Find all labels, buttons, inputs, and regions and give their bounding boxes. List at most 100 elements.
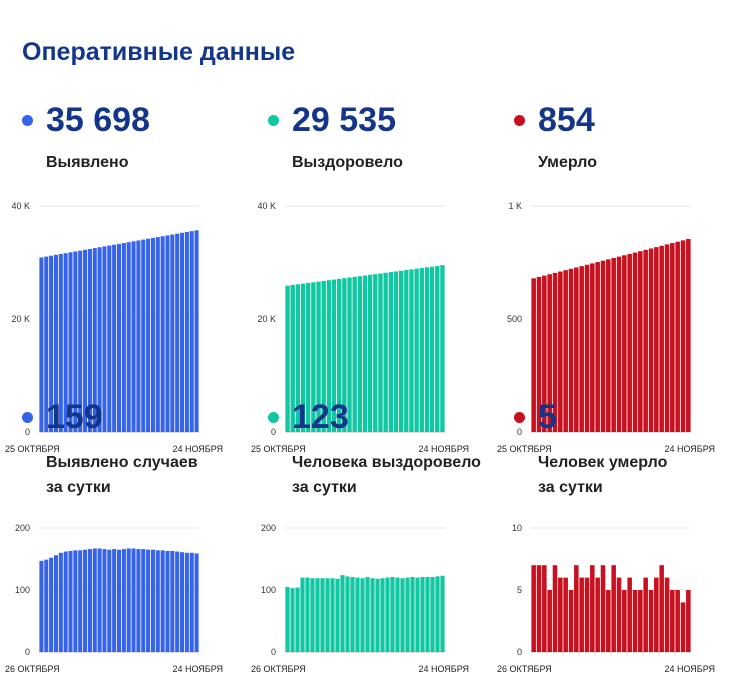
bar (126, 242, 131, 432)
bar (675, 590, 680, 652)
bar (435, 266, 440, 432)
detected-daily-value: 159 (46, 398, 103, 436)
bar (355, 577, 360, 652)
recovered-daily-label: Человека выздоровело за сутки (292, 454, 481, 496)
bar (49, 255, 54, 432)
bar (180, 552, 185, 652)
bar (44, 559, 49, 652)
bar (92, 548, 97, 652)
bar (107, 245, 112, 432)
bar (285, 586, 290, 652)
bar (116, 243, 122, 432)
bar (654, 577, 659, 652)
detected-daily-label: Выявлено случаев за сутки (46, 454, 198, 496)
y-tick-label: 100 (15, 585, 30, 595)
bar (547, 590, 552, 652)
recovered-daily-value: 123 (292, 398, 349, 436)
bar (590, 263, 595, 432)
x-end-label: 24 НОЯБРЯ (664, 444, 715, 454)
bar (102, 549, 107, 652)
bar (648, 590, 654, 652)
bar (373, 274, 378, 432)
bar (39, 560, 44, 652)
bar (102, 246, 107, 432)
red-dot-icon (514, 412, 525, 423)
bar (285, 285, 290, 432)
bar (136, 240, 141, 432)
bar (170, 234, 175, 432)
bar (648, 248, 654, 432)
y-tick-label: 200 (15, 523, 30, 533)
bar (430, 576, 435, 652)
bar (316, 281, 321, 432)
bar (404, 270, 409, 432)
bar (331, 279, 337, 432)
bar (362, 275, 368, 432)
blue-dot-icon (22, 412, 33, 423)
bar (542, 565, 547, 652)
x-start-label: 25 ОКТЯБРЯ (251, 444, 306, 454)
bar (63, 551, 68, 652)
bar (415, 577, 420, 652)
bar (622, 590, 627, 652)
y-tick-label: 0 (271, 647, 276, 657)
bar (675, 241, 680, 432)
bar (595, 262, 600, 432)
y-tick-label: 200 (261, 523, 276, 533)
bar (347, 277, 352, 432)
bar (680, 240, 686, 432)
blue-dot-icon (22, 115, 33, 126)
bar (350, 576, 355, 652)
bar (112, 549, 117, 652)
y-tick-label: 500 (507, 314, 522, 324)
bar (664, 244, 670, 432)
x-start-label: 25 ОКТЯБРЯ (497, 444, 552, 454)
bar (595, 577, 600, 652)
bar (184, 231, 189, 432)
bar (87, 549, 92, 652)
bar (315, 578, 320, 652)
bar (295, 284, 301, 432)
y-tick-label: 5 (517, 585, 522, 595)
page-title: Оперативные данные (22, 38, 296, 66)
bar (611, 565, 616, 652)
x-start-label: 26 ОКТЯБРЯ (5, 664, 60, 674)
bar (547, 274, 552, 432)
bar (378, 273, 383, 432)
bar (170, 550, 175, 652)
detected-daily-chart: 0 100 200 26 ОКТЯБРЯ 24 НОЯБРЯ (5, 523, 223, 674)
bar (390, 576, 395, 652)
bar (670, 590, 675, 652)
bar (531, 565, 536, 652)
bar (590, 565, 595, 652)
bar (638, 251, 643, 432)
bar (414, 268, 419, 432)
bar (405, 577, 410, 652)
bar (146, 549, 151, 652)
bar (68, 550, 73, 652)
y-tick-label: 0 (25, 427, 30, 437)
bar (141, 549, 146, 652)
y-tick-label: 0 (517, 647, 522, 657)
bar (380, 578, 385, 652)
bar (87, 248, 92, 432)
deaths-daily-value: 5 (538, 398, 557, 436)
x-start-label: 25 ОКТЯБРЯ (5, 444, 60, 454)
bar (409, 269, 414, 432)
bar (150, 237, 155, 432)
deaths-daily-label: Человек умерло за сутки (538, 454, 668, 496)
bar (121, 549, 126, 652)
bar (306, 282, 311, 432)
bar (112, 244, 117, 432)
bar (92, 248, 97, 432)
bar (49, 557, 54, 652)
bar (383, 272, 388, 432)
bar (616, 577, 622, 652)
bar (388, 272, 393, 432)
bar (664, 577, 670, 652)
y-tick-label: 20 K (257, 314, 276, 324)
deaths-total-value: 854 (538, 101, 595, 139)
bar (574, 565, 579, 652)
deaths-daily-chart: 0 5 10 26 ОКТЯБРЯ 24 НОЯБРЯ (497, 523, 715, 674)
x-end-label: 24 НОЯБРЯ (172, 444, 223, 454)
